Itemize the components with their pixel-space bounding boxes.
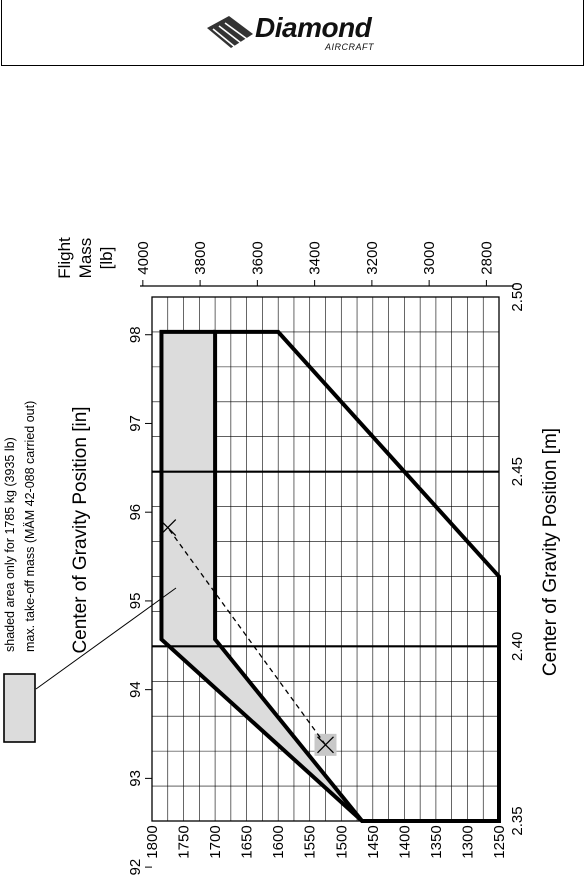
lb-axis-title-line: Mass — [76, 238, 95, 279]
lb-axis-title-line: [lb] — [97, 247, 116, 270]
kg-tick-label: 1250 — [491, 825, 508, 858]
lb-tick-label: 4000 — [135, 241, 152, 274]
lb-tick-label: 3000 — [421, 241, 438, 274]
inch-tick-label: 92 — [127, 859, 144, 876]
inch-tick-label: 95 — [127, 593, 144, 610]
grid — [151, 296, 500, 822]
kg-tick-label: 1600 — [270, 825, 287, 858]
kg-tick-label: 1650 — [239, 825, 256, 858]
example-layer — [159, 519, 337, 756]
meter-tick-label: 2.40 — [509, 632, 526, 661]
kg-tick-label: 1500 — [333, 825, 350, 858]
brand-subtitle: AIRCRAFT — [325, 42, 374, 52]
lb-tick-label: 3200 — [364, 241, 381, 274]
plot-frame — [151, 296, 500, 822]
example-marker — [159, 519, 177, 537]
inch-tick-label: 98 — [127, 326, 144, 343]
cg-meter-axis: 2.35 2.40 2.45 2.50 Center of Gravity Positi… — [509, 282, 561, 835]
kg-tick-label: 1450 — [365, 825, 382, 858]
diamond-logo: Diamond AIRCRAFT — [207, 12, 407, 54]
inch-tick-label: 93 — [127, 770, 144, 787]
legend-text-line: shaded area only for 1785 kg (3935 lb) — [3, 437, 17, 652]
cg-inch-axis: 92 93 94 95 96 97 98 Center of Gravity Position… — [70, 326, 152, 875]
example-marker — [317, 736, 334, 754]
kg-tick-label: 1550 — [302, 825, 319, 858]
reference-lines — [152, 470, 499, 648]
meter-axis-title: Center of Gravity Position [m] — [540, 428, 561, 676]
kg-tick-label: 1800 — [144, 825, 161, 858]
inch-tick-label: 97 — [127, 415, 144, 432]
lb-tick-label: 3600 — [249, 241, 266, 274]
inch-tick-label: 94 — [127, 681, 144, 698]
mass-lb-axis: 2800 3000 3200 3400 3600 3800 4000 Flight Mass [l… — [55, 237, 514, 287]
shaded-area-layer — [161, 331, 363, 821]
legend-leader-line — [35, 587, 177, 690]
lb-tick-label: 3400 — [307, 241, 324, 274]
brand-name: Diamond — [255, 12, 372, 43]
meter-tick-label: 2.35 — [509, 806, 526, 835]
diamond-logo-icon — [207, 16, 253, 48]
legend-swatch — [3, 673, 36, 743]
lb-tick-label: 3800 — [192, 241, 209, 274]
kg-tick-label: 1750 — [176, 825, 193, 858]
lb-tick-label: 2800 — [478, 241, 495, 274]
mass-kg-axis: 1250 1300 1350 1400 1450 1500 1550 1600 1650 1700… — [144, 825, 508, 858]
kg-tick-label: 1300 — [459, 825, 476, 858]
kg-tick-label: 1400 — [396, 825, 413, 858]
kg-tick-label: 1700 — [207, 825, 224, 858]
kg-tick-label: 1350 — [428, 825, 445, 858]
legend: shaded area only for 1785 kg (3935 lb) ma… — [3, 401, 177, 743]
lb-axis-title-line: Flight — [55, 237, 74, 279]
inch-axis-title: Center of Gravity Position [in] — [70, 406, 91, 653]
inch-tick-label: 96 — [127, 504, 144, 521]
document-header: Diamond AIRCRAFT — [1, 0, 584, 66]
shaded-area — [161, 331, 363, 821]
shaded-area-boundary — [159, 329, 364, 823]
meter-tick-label: 2.50 — [509, 282, 526, 311]
meter-tick-label: 2.45 — [509, 457, 526, 486]
legend-text-line: max. take-off mass (MÄM 42-088 carried o… — [23, 401, 37, 652]
